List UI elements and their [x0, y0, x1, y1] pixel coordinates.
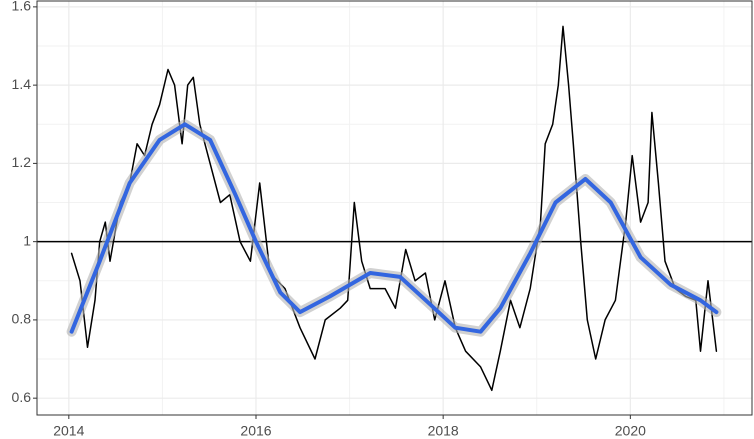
y-tick-label: 1.6 — [12, 0, 32, 14]
smooth-line — [69, 122, 719, 334]
x-tick-label: 2018 — [428, 423, 459, 439]
y-tick-label: 1.4 — [12, 76, 32, 92]
panel-background — [37, 1, 752, 415]
y-tick-label: 0.8 — [12, 311, 32, 327]
data-line — [70, 25, 718, 392]
x-tick-label: 2014 — [53, 423, 84, 439]
y-tick-label: 1.2 — [12, 154, 32, 170]
panel-border — [36, 0, 753, 416]
x-tick-label: 2016 — [240, 423, 271, 439]
y-tick-label: 0.6 — [12, 389, 32, 405]
y-tick-label: 1 — [23, 232, 31, 248]
x-tick-label: 2020 — [615, 423, 646, 439]
